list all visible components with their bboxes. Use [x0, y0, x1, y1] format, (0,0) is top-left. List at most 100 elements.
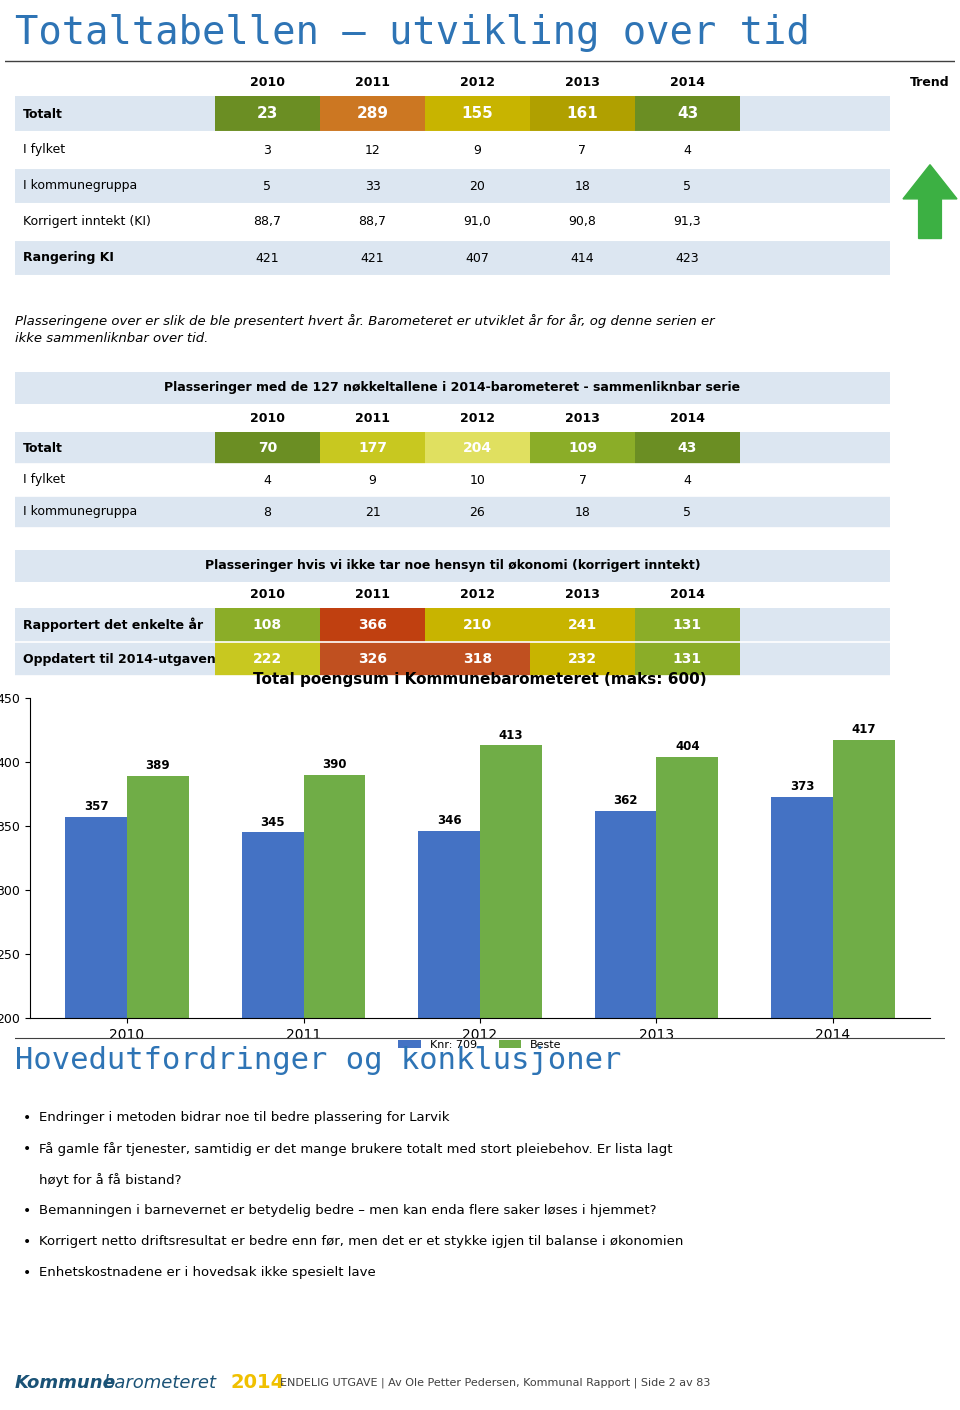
- Text: 43: 43: [678, 441, 697, 455]
- Text: Plasseringer med de 127 nøkkeltallene i 2014-barometeret - sammenliknbar serie: Plasseringer med de 127 nøkkeltallene i …: [164, 382, 740, 395]
- Text: 390: 390: [323, 759, 347, 771]
- Bar: [320, 608, 425, 642]
- Text: Trend: Trend: [910, 76, 949, 89]
- Text: 4: 4: [684, 474, 691, 486]
- Text: 18: 18: [575, 179, 590, 193]
- Text: 345: 345: [260, 815, 285, 829]
- Text: 357: 357: [84, 801, 108, 814]
- Text: Totaltabellen – utvikling over tid: Totaltabellen – utvikling over tid: [15, 14, 809, 52]
- Text: 43: 43: [677, 107, 698, 121]
- Title: Total poengsum i Kommunebarometeret (maks: 600): Total poengsum i Kommunebarometeret (mak…: [253, 673, 707, 687]
- Bar: [15, 464, 890, 496]
- Bar: [65, 816, 127, 1275]
- Bar: [594, 811, 657, 1275]
- Text: 2012: 2012: [460, 76, 495, 89]
- Text: 2014: 2014: [230, 1373, 284, 1393]
- Text: 23: 23: [257, 107, 278, 121]
- Text: 204: 204: [463, 441, 492, 455]
- Bar: [480, 746, 541, 1275]
- Text: 2010: 2010: [250, 412, 285, 424]
- Text: 2012: 2012: [460, 412, 495, 424]
- Bar: [635, 96, 740, 133]
- FancyArrow shape: [903, 165, 957, 238]
- Text: Rangering KI: Rangering KI: [23, 251, 114, 265]
- Text: Endringer i metoden bidrar noe til bedre plassering for Larvik: Endringer i metoden bidrar noe til bedre…: [39, 1111, 449, 1124]
- Text: Hovedutfordringer og konklusjoner: Hovedutfordringer og konklusjoner: [15, 1046, 621, 1074]
- Text: 177: 177: [358, 441, 387, 455]
- Text: Totalt: Totalt: [23, 441, 62, 454]
- Text: 2011: 2011: [355, 412, 390, 424]
- Text: 10: 10: [469, 474, 486, 486]
- Text: 2011: 2011: [355, 588, 390, 602]
- Text: 26: 26: [469, 506, 486, 519]
- Text: 414: 414: [570, 251, 594, 265]
- Text: 222: 222: [252, 651, 282, 666]
- Bar: [15, 372, 890, 405]
- Text: 4: 4: [684, 144, 691, 157]
- Bar: [215, 96, 320, 133]
- Text: 404: 404: [675, 740, 700, 753]
- Bar: [635, 642, 740, 675]
- Text: 9: 9: [369, 474, 376, 486]
- Text: 90,8: 90,8: [568, 216, 596, 228]
- Text: 7: 7: [579, 144, 587, 157]
- Text: ENDELIG UTGAVE | Av Ole Petter Pedersen, Kommunal Rapport | Side 2 av 83: ENDELIG UTGAVE | Av Ole Petter Pedersen,…: [280, 1378, 710, 1389]
- Text: 241: 241: [568, 618, 597, 632]
- Text: Enhetskostnadene er i hovedsak ikke spesielt lave: Enhetskostnadene er i hovedsak ikke spes…: [39, 1266, 375, 1279]
- Bar: [15, 642, 890, 675]
- Text: 109: 109: [568, 441, 597, 455]
- Text: 131: 131: [673, 651, 702, 666]
- Text: 2010: 2010: [250, 76, 285, 89]
- Text: 20: 20: [469, 179, 486, 193]
- Text: 210: 210: [463, 618, 492, 632]
- Text: 2013: 2013: [565, 76, 600, 89]
- Bar: [15, 496, 890, 527]
- Bar: [425, 96, 530, 133]
- Text: Plasseringene over er slik de ble presentert hvert år. Barometeret er utviklet å: Plasseringene over er slik de ble presen…: [15, 314, 714, 329]
- Bar: [530, 608, 635, 642]
- Text: 8: 8: [263, 506, 272, 519]
- Text: I fylket: I fylket: [23, 474, 65, 486]
- Text: 421: 421: [361, 251, 384, 265]
- Bar: [215, 642, 320, 675]
- Text: 9: 9: [473, 144, 481, 157]
- Text: I kommunegruppa: I kommunegruppa: [23, 179, 137, 193]
- Bar: [419, 830, 480, 1275]
- Text: 407: 407: [466, 251, 490, 265]
- Text: 373: 373: [790, 780, 814, 792]
- Text: •: •: [23, 1266, 32, 1280]
- Text: 326: 326: [358, 651, 387, 666]
- Text: 2014: 2014: [670, 76, 705, 89]
- Text: 91,3: 91,3: [674, 216, 702, 228]
- Bar: [215, 431, 320, 464]
- Text: 18: 18: [575, 506, 590, 519]
- Text: Få gamle får tjenester, samtidig er det mange brukere totalt med stort pleiebeho: Få gamle får tjenester, samtidig er det …: [39, 1142, 673, 1156]
- Text: 2014: 2014: [670, 412, 705, 424]
- Bar: [15, 96, 890, 133]
- Text: 5: 5: [263, 179, 272, 193]
- Bar: [15, 550, 890, 582]
- Text: •: •: [23, 1142, 32, 1156]
- Text: 2012: 2012: [460, 588, 495, 602]
- Bar: [15, 431, 890, 464]
- Text: 33: 33: [365, 179, 380, 193]
- Bar: [530, 642, 635, 675]
- Text: 2013: 2013: [565, 412, 600, 424]
- Text: 318: 318: [463, 651, 492, 666]
- Text: Korrigert netto driftsresultat er bedre enn før, men det er et stykke igjen til : Korrigert netto driftsresultat er bedre …: [39, 1235, 684, 1248]
- Bar: [15, 240, 890, 276]
- Text: høyt for å få bistand?: høyt for å få bistand?: [39, 1173, 181, 1187]
- Bar: [530, 96, 635, 133]
- Bar: [320, 642, 425, 675]
- Bar: [833, 740, 895, 1275]
- Text: 5: 5: [684, 506, 691, 519]
- Legend: Knr: 709, Beste: Knr: 709, Beste: [394, 1035, 566, 1055]
- Text: 346: 346: [437, 815, 462, 828]
- Text: 417: 417: [852, 723, 876, 736]
- Text: 108: 108: [252, 618, 282, 632]
- Text: 232: 232: [568, 651, 597, 666]
- Text: 389: 389: [146, 759, 170, 773]
- Text: 2014: 2014: [670, 588, 705, 602]
- Text: 88,7: 88,7: [253, 216, 281, 228]
- Bar: [15, 168, 890, 204]
